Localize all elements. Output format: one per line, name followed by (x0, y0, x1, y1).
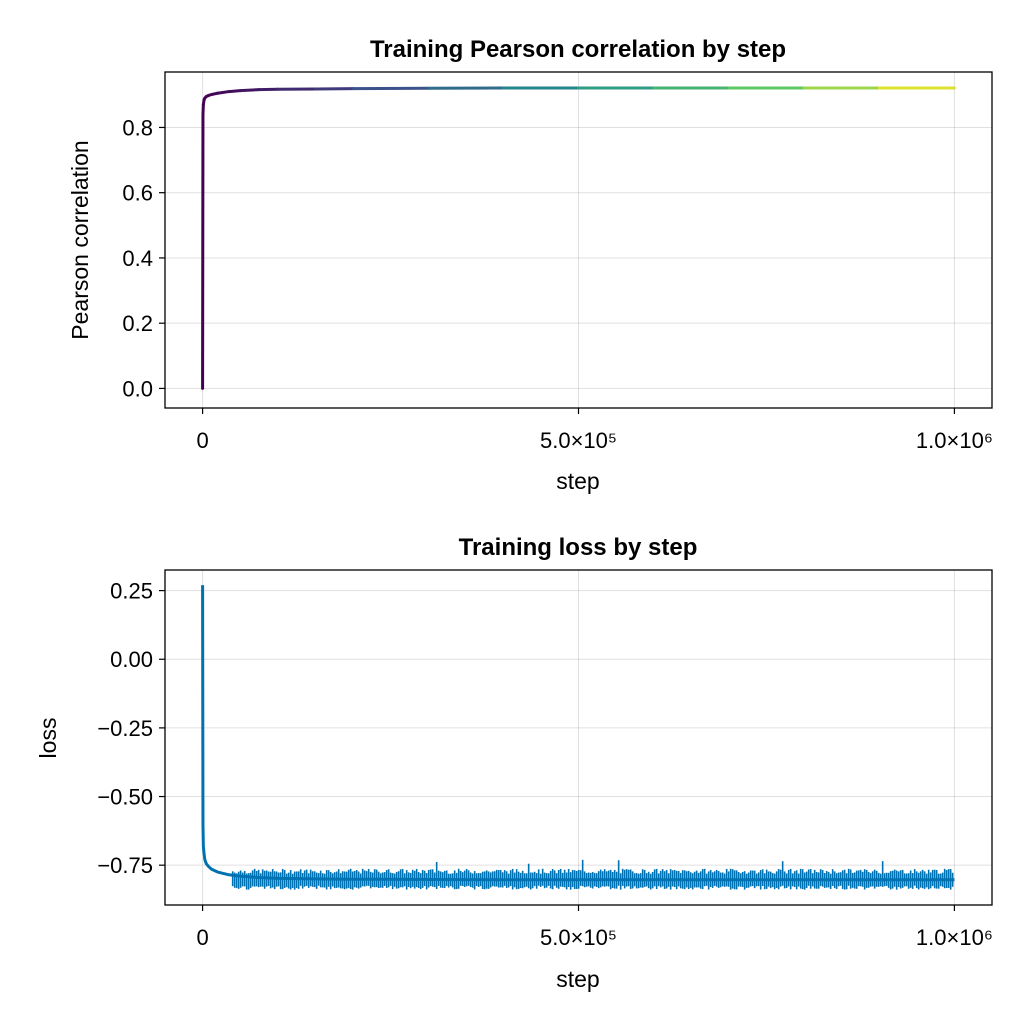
pearson-x-tick-label: 5.0×10⁵ (540, 428, 617, 453)
loss-series (201, 585, 955, 890)
loss-y-tick-label: −0.50 (97, 785, 153, 810)
pearson-y-tick-label: 0.2 (122, 311, 153, 336)
pearson-y-tick-label: 0.4 (122, 246, 153, 271)
pearson-y-tick-label: 0.0 (122, 376, 153, 401)
pearson-line-segment (227, 89, 242, 94)
loss-x-tick-label: 0 (196, 925, 208, 950)
pearson-x-tick-label: 0 (196, 428, 208, 453)
pearson-x-tick-label: 1.0×10⁶ (916, 428, 993, 453)
loss-y-ticks: 0.25 0.00 −0.25 −0.50 −0.75 (97, 579, 165, 878)
pearson-y-tick-label: 0.8 (122, 115, 153, 140)
pearson-grid (165, 72, 992, 408)
pearson-y-tick-label: 0.6 (122, 181, 153, 206)
loss-grid (165, 570, 992, 905)
loss-noise-band (231, 859, 954, 890)
pearson-x-ticks: 0 5.0×10⁵ 1.0×10⁶ (196, 408, 993, 453)
pearson-series-line (201, 86, 956, 390)
loss-y-axis-label: loss (35, 718, 61, 759)
pearson-correlation-panel: Training Pearson correlation by step 0 5.… (67, 36, 993, 494)
pearson-y-ticks: 0.0 0.2 0.4 0.6 0.8 (122, 115, 165, 401)
loss-x-tick-label: 1.0×10⁶ (916, 925, 993, 950)
pearson-y-axis-label: Pearson correlation (67, 140, 93, 339)
pearson-chart-title: Training Pearson correlation by step (370, 36, 786, 63)
loss-y-tick-label: 0.00 (110, 647, 153, 672)
loss-y-tick-label: 0.25 (110, 579, 153, 604)
loss-x-tick-label: 5.0×10⁵ (540, 925, 617, 950)
loss-panel: Training loss by step 0 5.0×10⁵ 1.0×10⁶ 0.… (35, 534, 993, 992)
loss-x-ticks: 0 5.0×10⁵ 1.0×10⁶ (196, 905, 993, 950)
loss-y-tick-label: −0.75 (97, 853, 153, 878)
pearson-line-segment (216, 90, 231, 95)
pearson-series (201, 86, 956, 390)
pearson-x-axis-label: step (556, 468, 599, 494)
loss-x-axis-label: step (556, 966, 599, 992)
pearson-line-segment (238, 88, 261, 93)
loss-y-tick-label: −0.25 (97, 716, 153, 741)
loss-chart-title: Training loss by step (459, 534, 698, 561)
